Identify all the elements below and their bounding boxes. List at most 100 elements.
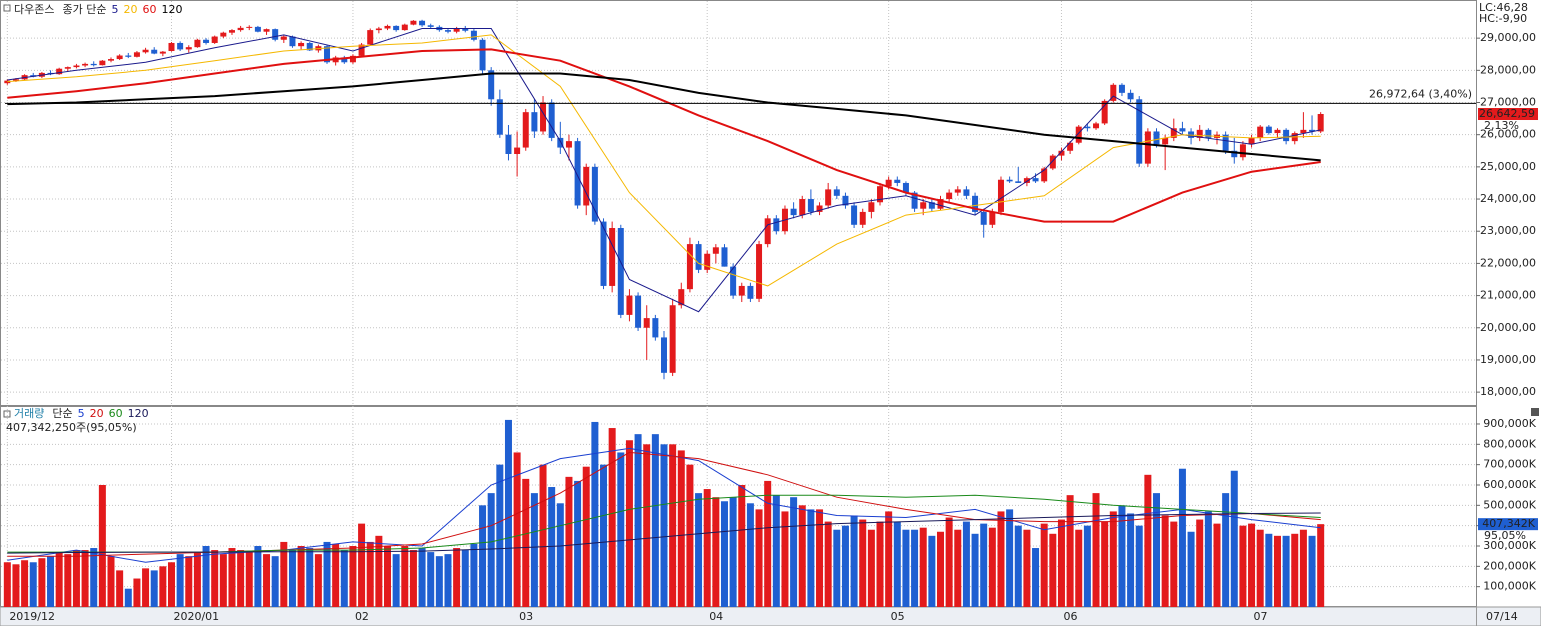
candle-body — [928, 202, 935, 209]
volume-bar — [790, 497, 798, 607]
volume-bar — [340, 550, 348, 607]
close-button[interactable] — [1531, 408, 1539, 416]
candle-body — [635, 295, 642, 328]
volume-bar — [720, 501, 728, 607]
x-tick-label: 06 — [1063, 610, 1077, 623]
candle-body — [419, 20, 426, 26]
candle-body — [280, 36, 287, 40]
volume-bar — [1282, 535, 1290, 607]
candle-body — [254, 26, 261, 32]
candle-body — [600, 221, 607, 286]
volume-bar — [133, 578, 141, 607]
candle-body — [920, 202, 927, 209]
volume-bar — [712, 497, 720, 607]
volume-bar — [1040, 523, 1048, 607]
candle-body — [712, 247, 719, 254]
volume-bar — [703, 489, 711, 607]
candle-body — [859, 211, 866, 225]
candle-body — [1032, 178, 1039, 182]
volume-bar — [470, 543, 478, 607]
candle-body — [1144, 131, 1151, 164]
volume-bar — [1075, 529, 1083, 607]
volume-bar — [1161, 515, 1169, 607]
x-tick-label: 03 — [519, 610, 533, 623]
candle-body — [393, 25, 400, 31]
candle-body — [980, 211, 987, 225]
volume-bar — [600, 464, 608, 607]
volume-bar — [124, 588, 132, 607]
candle-body — [851, 205, 858, 225]
volume-bar — [1144, 474, 1152, 607]
volume-bar — [876, 521, 884, 607]
volume-bar — [841, 525, 849, 607]
candle-body — [358, 44, 365, 56]
candle-body — [557, 137, 564, 148]
volume-bar — [1256, 529, 1264, 607]
volume-bar — [1178, 468, 1186, 607]
volume-bar — [1299, 529, 1307, 607]
legend: 거래량 단순 5 20 60 120 — [14, 407, 149, 420]
legend-label: 종가 단순 — [62, 3, 106, 16]
candle-body — [142, 49, 149, 53]
legend-label: 단순 — [52, 407, 72, 420]
volume-bar — [1032, 548, 1040, 607]
candle-body — [185, 47, 192, 50]
volume-bar — [116, 570, 124, 607]
candle-body — [1196, 129, 1203, 138]
candle-body — [773, 218, 780, 232]
ma-line — [7, 512, 1321, 554]
candle-body — [375, 28, 382, 31]
volume-bar — [772, 495, 780, 607]
candle-body — [1075, 126, 1082, 143]
volume-bar — [219, 554, 227, 607]
candle-body — [159, 51, 166, 54]
legend-item: 5 — [111, 3, 118, 16]
volume-bar — [366, 541, 374, 607]
volume-bar — [12, 564, 20, 607]
candle-body — [894, 179, 901, 183]
candle-body — [669, 305, 676, 373]
x-tick-label: 02 — [355, 610, 369, 623]
candle-body — [1153, 131, 1160, 145]
candle-body — [799, 199, 806, 216]
volume-bar — [582, 466, 590, 607]
candle-body — [954, 189, 961, 193]
volume-bar — [496, 464, 504, 607]
volume-bar — [107, 556, 115, 607]
volume-bar — [55, 552, 63, 607]
candle-body — [1231, 150, 1238, 158]
y-tick-label: 24,000,00 — [1480, 192, 1536, 205]
volume-bar — [487, 493, 495, 607]
ma-line — [7, 48, 1321, 223]
volume-bar — [764, 480, 772, 607]
volume-bar — [288, 550, 296, 607]
y-tick-label: 28,000,00 — [1480, 63, 1536, 76]
candle-body — [73, 65, 80, 68]
volume-bar — [1006, 509, 1014, 607]
volume-bar — [859, 519, 867, 607]
volume-bar — [176, 554, 184, 607]
candle-body — [116, 55, 123, 60]
volume-bar — [1204, 511, 1212, 607]
candle-body — [1084, 126, 1091, 129]
volume-bar — [1291, 533, 1299, 607]
y-tick-label: 600,000K — [1483, 478, 1536, 491]
candle-body — [522, 112, 529, 148]
candle-body — [505, 134, 512, 154]
volume-bar — [1083, 525, 1091, 607]
candle-body — [1058, 150, 1065, 156]
candle-body — [228, 30, 235, 33]
candle-body — [514, 147, 521, 154]
y-tick-label: 700,000K — [1483, 458, 1536, 471]
volume-bar — [1239, 525, 1247, 607]
volume-bar — [297, 545, 305, 607]
volume-bar — [3, 562, 11, 607]
y-tick-label: 21,000,00 — [1480, 289, 1536, 302]
candle-body — [946, 192, 953, 200]
candle-body — [997, 179, 1004, 212]
candle-body — [263, 29, 270, 32]
volume-bar — [64, 554, 72, 607]
volume-bar — [1187, 531, 1195, 607]
candle-body — [583, 166, 590, 206]
volume-bar — [660, 444, 668, 607]
